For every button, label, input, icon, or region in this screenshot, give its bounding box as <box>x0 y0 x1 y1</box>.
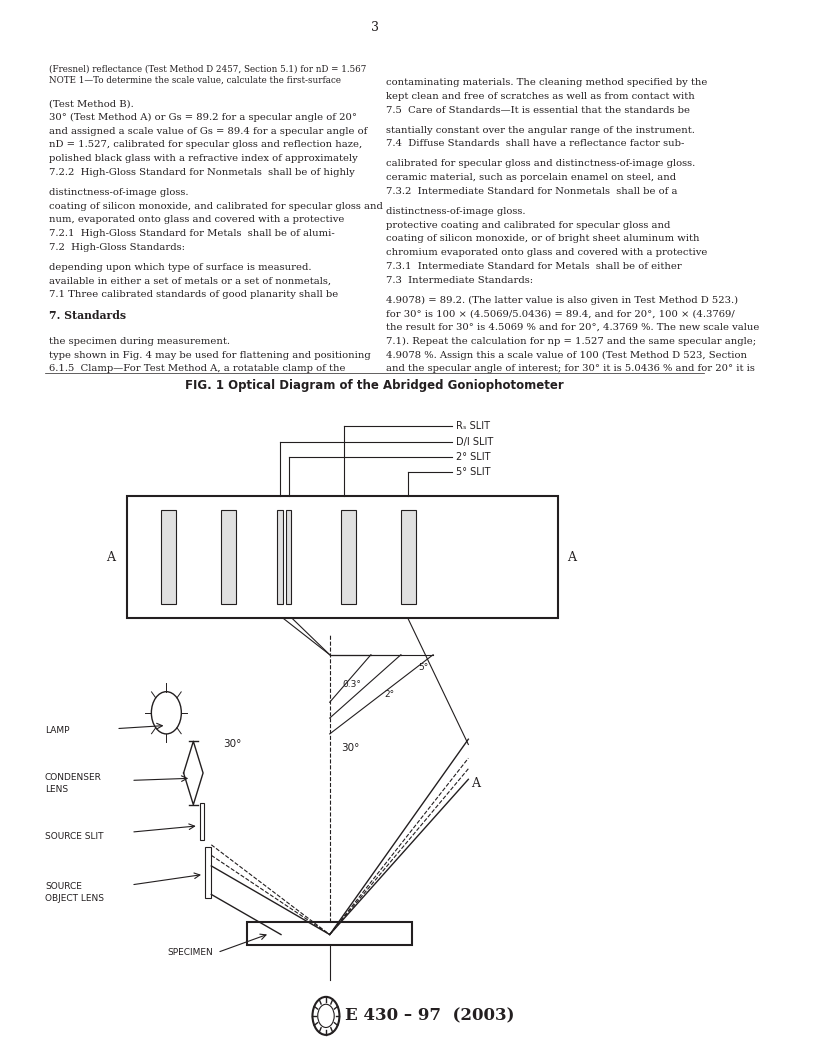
Bar <box>127 496 558 618</box>
Text: 2°: 2° <box>384 691 395 699</box>
Bar <box>200 803 204 840</box>
Text: 6.1.5  Clamp—For Test Method A, a rotatable clamp of the: 6.1.5 Clamp—For Test Method A, a rotatab… <box>49 364 345 374</box>
Bar <box>206 847 211 898</box>
Text: nD = 1.527, calibrated for specular gloss and reflection haze,: nD = 1.527, calibrated for specular glos… <box>49 140 362 150</box>
Text: num, evaporated onto glass and covered with a protective: num, evaporated onto glass and covered w… <box>49 215 344 225</box>
Text: A: A <box>471 777 480 790</box>
Text: 30° (Test Method A) or Gs = 89.2 for a specular angle of 20°: 30° (Test Method A) or Gs = 89.2 for a s… <box>49 113 357 122</box>
Bar <box>221 510 236 604</box>
Text: the specimen during measurement.: the specimen during measurement. <box>49 337 230 346</box>
Bar <box>277 510 282 604</box>
Text: 4.9078) = 89.2. (The latter value is also given in Test Method D 523.): 4.9078) = 89.2. (The latter value is als… <box>386 296 738 305</box>
Bar <box>161 510 176 604</box>
Text: polished black glass with a refractive index of approximately: polished black glass with a refractive i… <box>49 154 357 164</box>
Text: 30°: 30° <box>223 739 242 750</box>
Text: LAMP: LAMP <box>45 727 69 735</box>
Text: D/I SLIT: D/I SLIT <box>455 437 493 448</box>
Bar <box>341 510 356 604</box>
Text: 7. Standards: 7. Standards <box>49 310 126 321</box>
Text: chromium evaporated onto glass and covered with a protective: chromium evaporated onto glass and cover… <box>386 248 707 258</box>
Bar <box>247 922 412 945</box>
Text: depending upon which type of surface is measured.: depending upon which type of surface is … <box>49 263 311 272</box>
Text: 7.3.1  Intermediate Standard for Metals  shall be of either: 7.3.1 Intermediate Standard for Metals s… <box>386 262 681 271</box>
Text: SOURCE
OBJECT LENS: SOURCE OBJECT LENS <box>45 882 104 903</box>
Text: ceramic material, such as porcelain enamel on steel, and: ceramic material, such as porcelain enam… <box>386 173 676 183</box>
Text: coating of silicon monoxide, and calibrated for specular gloss and: coating of silicon monoxide, and calibra… <box>49 202 383 211</box>
Text: stantially constant over the angular range of the instrument.: stantially constant over the angular ran… <box>386 126 694 135</box>
Text: protective coating and calibrated for specular gloss and: protective coating and calibrated for sp… <box>386 221 670 230</box>
Text: A: A <box>567 550 576 564</box>
Text: Rₛ SLIT: Rₛ SLIT <box>455 420 490 431</box>
Text: type shown in Fig. 4 may be used for flattening and positioning: type shown in Fig. 4 may be used for fla… <box>49 351 370 360</box>
Text: and assigned a scale value of Gs = 89.4 for a specular angle of: and assigned a scale value of Gs = 89.4 … <box>49 127 367 136</box>
Text: 4.9078 %. Assign this a scale value of 100 (Test Method D 523, Section: 4.9078 %. Assign this a scale value of 1… <box>386 351 747 360</box>
Text: E 430 – 97  (2003): E 430 – 97 (2003) <box>344 1007 514 1024</box>
Text: the result for 30° is 4.5069 % and for 20°, 4.3769 %. The new scale value: the result for 30° is 4.5069 % and for 2… <box>386 323 759 333</box>
Text: 7.3  Intermediate Standards:: 7.3 Intermediate Standards: <box>386 276 533 285</box>
Text: NOTE 1—To determine the scale value, calculate the first-surface: NOTE 1—To determine the scale value, cal… <box>49 76 341 86</box>
Text: 7.4  Diffuse Standards  shall have a reflectance factor sub-: 7.4 Diffuse Standards shall have a refle… <box>386 139 685 149</box>
Text: 7.2.2  High-Gloss Standard for Nonmetals  shall be of highly: 7.2.2 High-Gloss Standard for Nonmetals … <box>49 168 354 177</box>
Text: 2° SLIT: 2° SLIT <box>455 452 490 463</box>
Text: 7.1 Three calibrated standards of good planarity shall be: 7.1 Three calibrated standards of good p… <box>49 290 338 300</box>
Text: 5°: 5° <box>419 663 428 672</box>
Text: 7.2  High-Gloss Standards:: 7.2 High-Gloss Standards: <box>49 243 184 252</box>
Text: distinctness-of-image gloss.: distinctness-of-image gloss. <box>49 188 188 197</box>
Text: distinctness-of-image gloss.: distinctness-of-image gloss. <box>386 207 526 216</box>
Text: for 30° is 100 × (4.5069/5.0436) = 89.4, and for 20°, 100 × (4.3769/: for 30° is 100 × (4.5069/5.0436) = 89.4,… <box>386 309 734 319</box>
Text: 7.5  Care of Standards—It is essential that the standards be: 7.5 Care of Standards—It is essential th… <box>386 106 690 115</box>
Text: 7.1). Repeat the calculation for np = 1.527 and the same specular angle;: 7.1). Repeat the calculation for np = 1.… <box>386 337 756 346</box>
Text: coating of silicon monoxide, or of bright sheet aluminum with: coating of silicon monoxide, or of brigh… <box>386 234 699 244</box>
Text: SPECIMEN: SPECIMEN <box>168 948 214 957</box>
Text: and the specular angle of interest; for 30° it is 5.0436 % and for 20° it is: and the specular angle of interest; for … <box>386 364 755 374</box>
Bar <box>286 510 291 604</box>
Text: FIG. 1 Optical Diagram of the Abridged Goniophotometer: FIG. 1 Optical Diagram of the Abridged G… <box>185 379 564 392</box>
Text: CONDENSER
LENS: CONDENSER LENS <box>45 773 102 794</box>
Text: 7.2.1  High-Gloss Standard for Metals  shall be of alumi-: 7.2.1 High-Gloss Standard for Metals sha… <box>49 229 335 239</box>
Text: calibrated for specular gloss and distinctness-of-image gloss.: calibrated for specular gloss and distin… <box>386 159 695 169</box>
Text: (Test Method B).: (Test Method B). <box>49 99 134 109</box>
Text: SOURCE SLIT: SOURCE SLIT <box>45 832 104 841</box>
Text: 3: 3 <box>370 21 379 34</box>
Text: A: A <box>106 550 115 564</box>
Bar <box>401 510 416 604</box>
Text: 5° SLIT: 5° SLIT <box>455 467 490 477</box>
Text: 0.3°: 0.3° <box>343 680 361 689</box>
Text: kept clean and free of scratches as well as from contact with: kept clean and free of scratches as well… <box>386 92 694 101</box>
Text: 7.3.2  Intermediate Standard for Nonmetals  shall be of a: 7.3.2 Intermediate Standard for Nonmetal… <box>386 187 677 196</box>
Text: available in either a set of metals or a set of nonmetals,: available in either a set of metals or a… <box>49 277 330 286</box>
Text: contaminating materials. The cleaning method specified by the: contaminating materials. The cleaning me… <box>386 78 707 88</box>
Text: 30°: 30° <box>341 742 359 753</box>
Text: (Fresnel) reflectance (Test Method D 2457, Section 5.1) for nD = 1.567: (Fresnel) reflectance (Test Method D 245… <box>49 64 366 74</box>
